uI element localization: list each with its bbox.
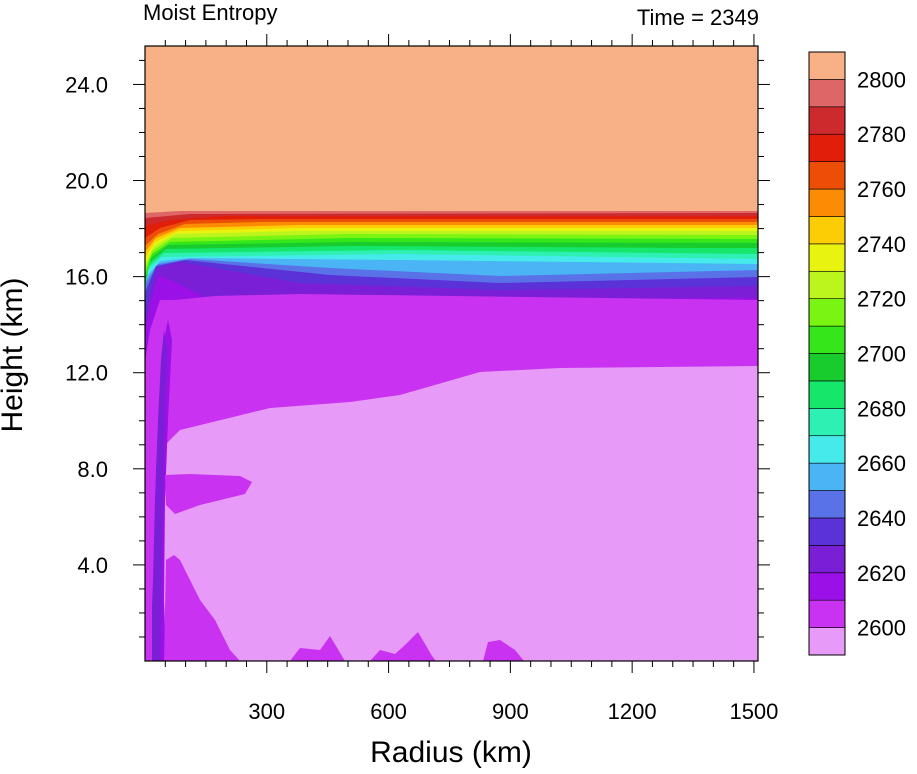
low-level-2610 — [164, 555, 240, 661]
colorbar-label: 2720 — [857, 287, 906, 312]
y-axis-ticks: 4.0 8.0 12.0 16.0 20.0 24.0 — [65, 59, 770, 638]
colorbar-swatch — [808, 106, 846, 135]
chart-title-right: Time = 2349 — [637, 5, 759, 30]
colorbar-swatch — [808, 380, 846, 409]
colorbar-swatch — [808, 627, 846, 656]
x-axis-ticks: 300 600 900 1200 1500 — [164, 34, 778, 724]
colorbar-swatch — [808, 51, 846, 80]
mid-level-2610 — [165, 474, 252, 514]
colorbar-swatch — [808, 188, 846, 217]
colorbar-swatch — [808, 79, 846, 108]
colorbar-swatch — [808, 298, 846, 327]
surface-bump-1 — [290, 636, 345, 661]
colorbar-swatch — [808, 408, 846, 437]
colorbar-label: 2680 — [857, 396, 906, 421]
colorbar-label: 2780 — [857, 122, 906, 147]
colorbar-swatch — [808, 353, 846, 382]
colorbar-swatch — [808, 133, 846, 162]
colorbar-frame — [808, 51, 846, 656]
surface-bump-3 — [483, 640, 524, 661]
band-2600 — [160, 366, 758, 661]
colorbar-label: 2660 — [857, 451, 906, 476]
x-tick-label: 600 — [370, 699, 407, 724]
colorbar-label: 2700 — [857, 342, 906, 367]
colorbar-swatch — [808, 325, 846, 354]
colorbar-swatch — [808, 572, 846, 601]
y-tick-label: 4.0 — [77, 553, 108, 578]
colorbar-label: 2600 — [857, 616, 906, 641]
plot-frame — [144, 45, 759, 662]
colorbar-swatch — [808, 161, 846, 190]
contour-plot-area — [144, 45, 759, 662]
colorbar-swatch — [808, 216, 846, 245]
x-tick-label: 900 — [492, 699, 529, 724]
colorbar-label: 2620 — [857, 561, 906, 586]
y-axis-label: Height (km) — [0, 277, 29, 432]
eyewall-band-2630 — [150, 330, 167, 661]
colorbar-label: 2740 — [857, 232, 906, 257]
y-tick-label: 24.0 — [65, 72, 108, 97]
y-tick-label: 12.0 — [65, 361, 108, 386]
y-tick-label: 8.0 — [77, 457, 108, 482]
colorbar-label: 2760 — [857, 177, 906, 202]
y-tick-label: 20.0 — [65, 169, 108, 194]
colorbar-label: 2800 — [857, 67, 906, 92]
x-tick-label: 300 — [248, 699, 285, 724]
colorbar-swatch — [808, 517, 846, 546]
x-tick-label: 1200 — [608, 699, 657, 724]
colorbar-swatch — [808, 243, 846, 272]
surface-bump-2 — [370, 632, 436, 661]
colorbar-label: 2640 — [857, 506, 906, 531]
x-axis-label: Radius (km) — [370, 736, 532, 769]
eye-region-2610 — [145, 362, 152, 661]
colorbar-swatch — [808, 545, 846, 574]
chart-title-left: Moist Entropy — [143, 0, 278, 25]
colorbar-swatch — [808, 270, 846, 299]
y-tick-label: 16.0 — [65, 265, 108, 290]
colorbar-swatch — [808, 435, 846, 464]
colorbar: 2600 2620 2640 2660 2680 2700 2720 2740 2760 2780… — [808, 51, 906, 656]
colorbar-swatch — [808, 599, 846, 628]
colorbar-swatch — [808, 490, 846, 519]
x-tick-label: 1500 — [729, 699, 778, 724]
colorbar-swatch — [808, 462, 846, 491]
